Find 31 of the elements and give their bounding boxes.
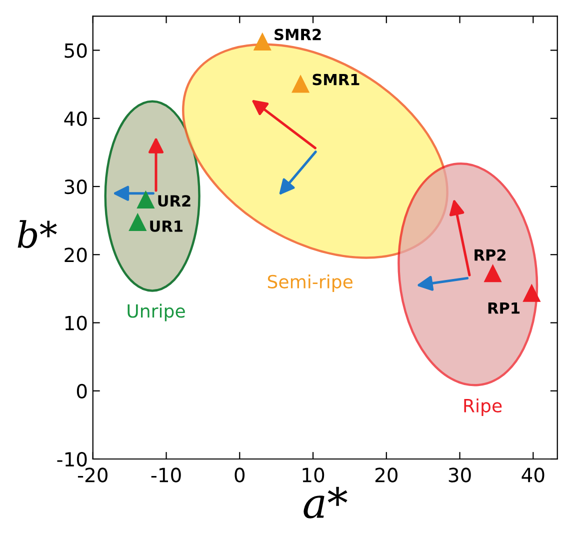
text: Ripe <box>464 398 502 416</box>
point <box>291 74 310 93</box>
x-tick-label: -20 <box>78 468 108 482</box>
annotation: UR1 <box>150 220 183 232</box>
x-tick-label: -10 <box>151 468 181 482</box>
point <box>484 264 502 282</box>
y-tick-label: 20 <box>64 248 87 262</box>
y-axis-title: b* <box>18 220 57 248</box>
x-axis-title: a* <box>304 486 348 518</box>
annotation: RP1 <box>488 302 520 314</box>
point <box>522 284 541 302</box>
y-tick-label: 10 <box>65 316 87 330</box>
annotation: UR2 <box>158 195 190 207</box>
point <box>253 32 272 50</box>
y-tick-label: 0 <box>76 384 87 399</box>
x-tick-label: 20 <box>375 468 398 482</box>
point <box>128 212 147 231</box>
x-tick-label: 30 <box>448 468 471 482</box>
annotation: SMR2 <box>274 28 321 40</box>
y-tick-label: -10 <box>57 452 87 467</box>
text: Semi-ripe <box>268 274 352 292</box>
y-tick-label: 50 <box>64 43 87 58</box>
text: Unripe <box>128 304 185 322</box>
y-tick-label: 40 <box>64 111 87 126</box>
point <box>136 190 155 209</box>
y-tick-label: 30 <box>64 179 87 194</box>
x-tick-label: 0 <box>234 468 245 482</box>
x-tick-label: 10 <box>302 468 324 482</box>
annotation: SMR1 <box>312 74 360 86</box>
x-tick-label: 40 <box>522 468 544 482</box>
annotation: RP2 <box>474 249 506 261</box>
